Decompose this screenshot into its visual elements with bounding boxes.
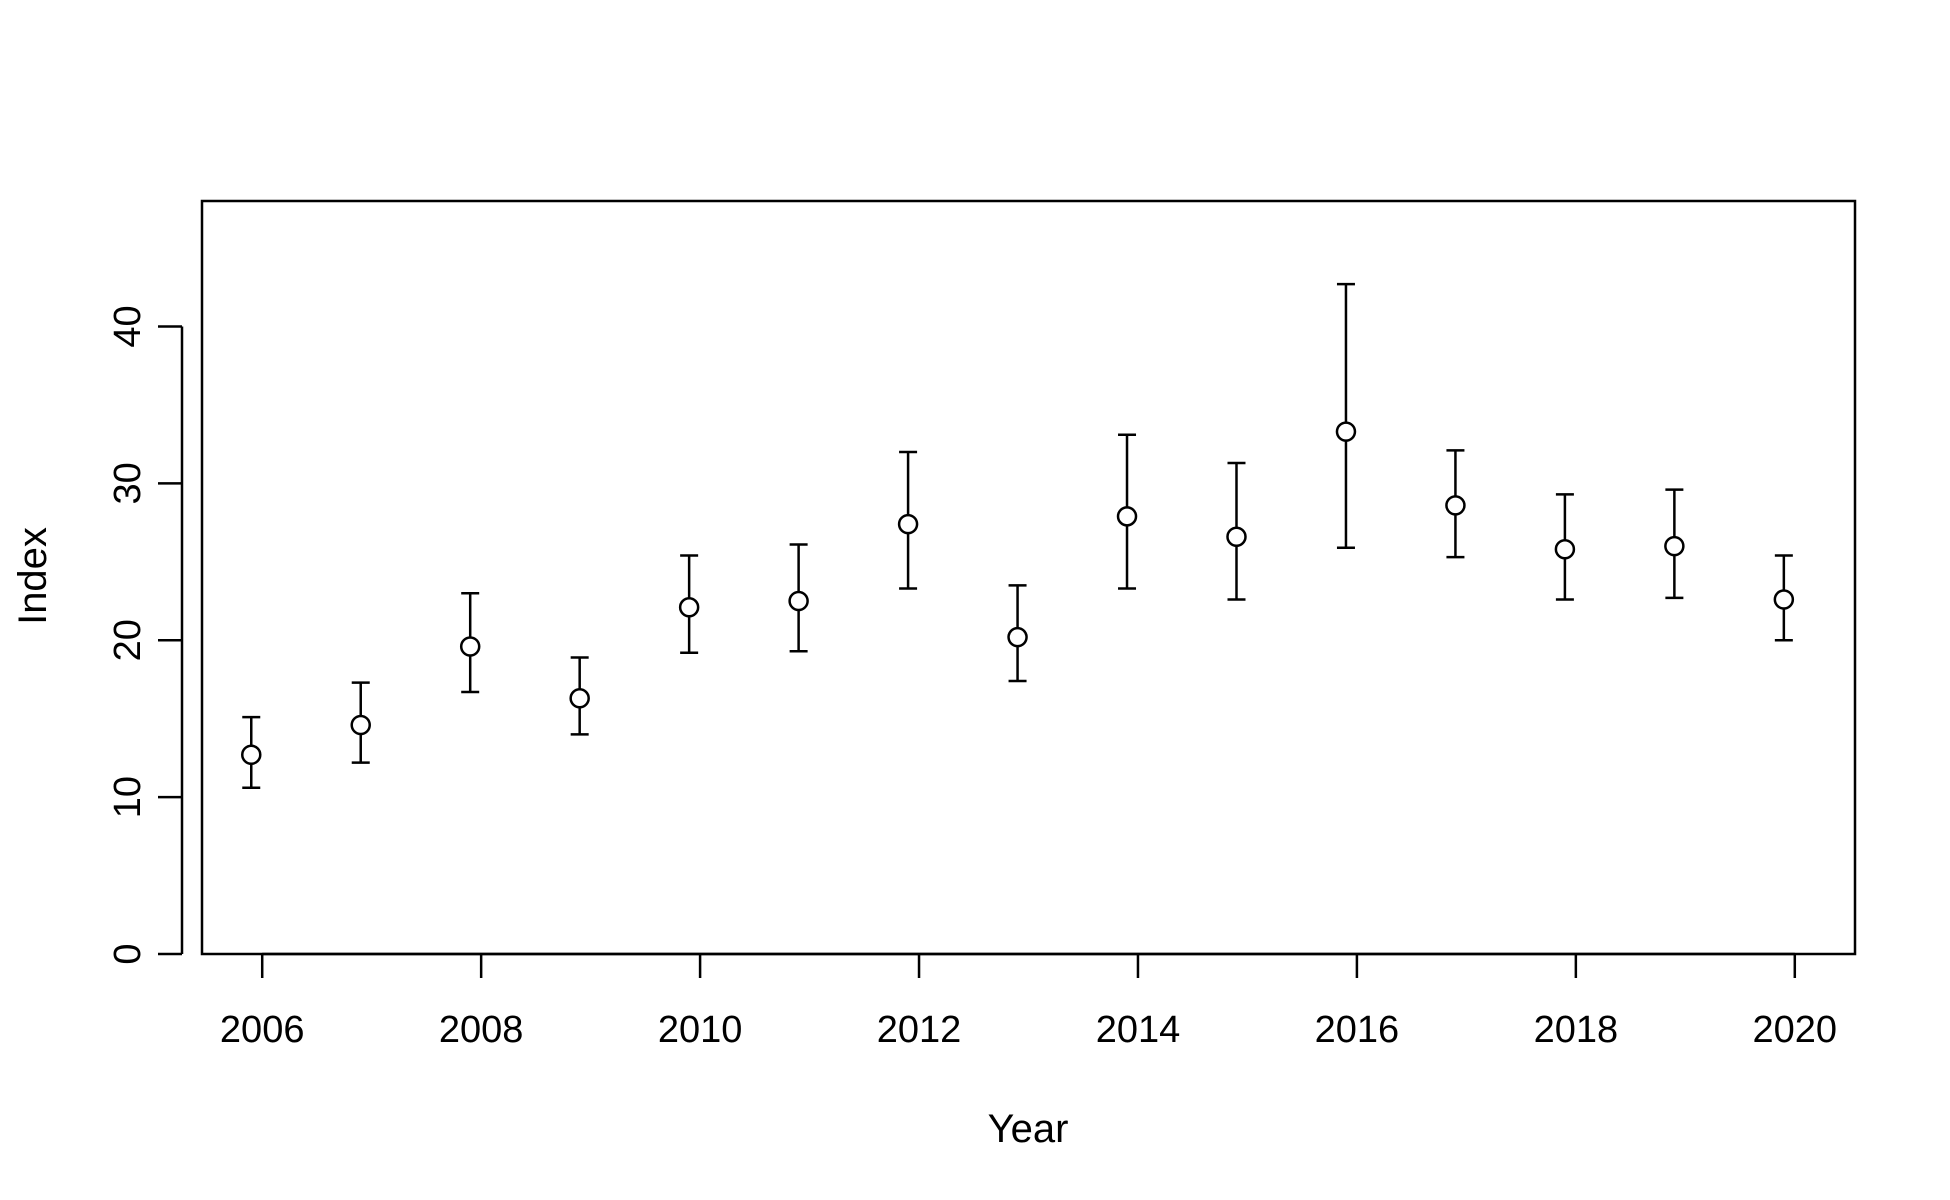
- data-points: [241, 421, 1795, 766]
- data-point: [788, 590, 809, 612]
- x-tick-label: 2018: [1534, 1009, 1619, 1051]
- y-tick-label: 40: [107, 305, 149, 347]
- y-tick-label: 20: [107, 619, 149, 661]
- x-tick-label: 2010: [658, 1009, 743, 1051]
- data-point: [1116, 506, 1138, 527]
- y-tick-label: 30: [107, 462, 149, 504]
- data-point: [1664, 535, 1685, 557]
- x-axis-label: Year: [988, 1107, 1069, 1151]
- data-point: [1445, 495, 1466, 516]
- y-tick-label: 0: [107, 943, 149, 964]
- error-bars: [242, 282, 1793, 789]
- data-point: [350, 714, 371, 736]
- x-tick-label: 2014: [1096, 1009, 1181, 1051]
- x-tick-label: 2012: [877, 1009, 962, 1051]
- y-tick-label: 10: [107, 776, 149, 818]
- data-point: [897, 513, 919, 535]
- x-tick-label: 2008: [439, 1009, 524, 1051]
- x-tick-label: 2020: [1753, 1009, 1838, 1051]
- y-axis-label: Index: [11, 527, 55, 625]
- data-point: [569, 688, 590, 709]
- y-axis: 0 10 20 30 40: [107, 305, 184, 965]
- data-point: [1007, 626, 1028, 648]
- data-point: [459, 636, 481, 657]
- data-point: [1554, 539, 1576, 560]
- plot-box: [200, 199, 1857, 956]
- data-point: [678, 597, 700, 618]
- x-tick-label: 2016: [1315, 1009, 1400, 1051]
- x-tick-label: 2006: [220, 1009, 305, 1051]
- data-point: [241, 744, 262, 766]
- data-point: [1226, 526, 1247, 547]
- x-axis: 2006 2008 2010 2012 2014 2016 2018 2020: [220, 952, 1838, 1051]
- data-point: [1773, 589, 1795, 610]
- data-point: [1335, 421, 1357, 442]
